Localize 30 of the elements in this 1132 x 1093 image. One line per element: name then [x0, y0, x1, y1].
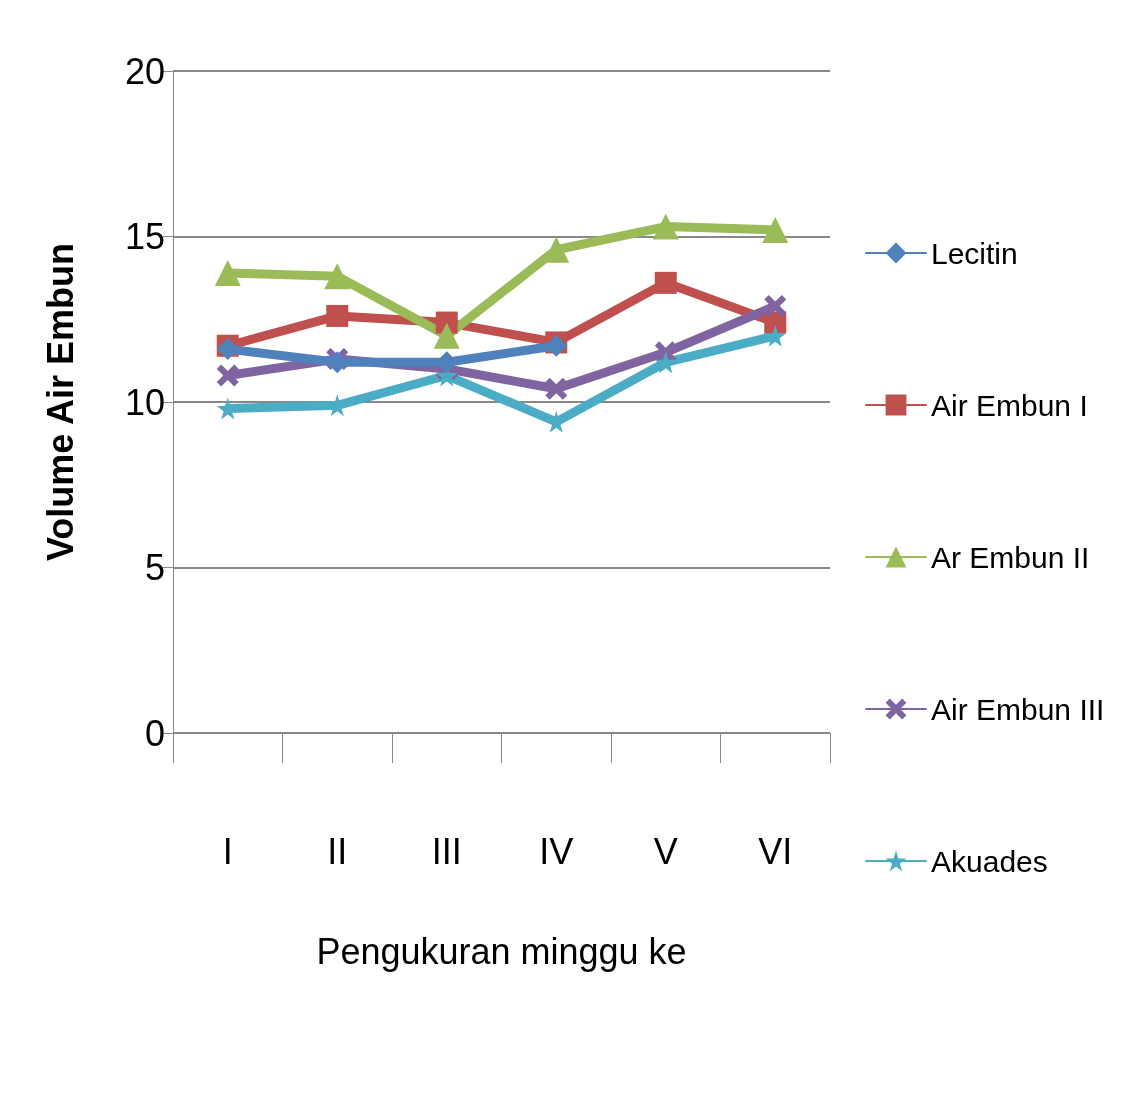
y-tick-label: 15 [124, 216, 165, 257]
point [654, 351, 677, 374]
y-axis-title: Volume Air Embun [39, 242, 81, 562]
x-tick-label: VI [758, 830, 793, 872]
y-tick-label: 5 [144, 547, 165, 588]
x-tick-label: I [222, 830, 233, 872]
legend-label: Air Embun I [931, 388, 1088, 422]
point [214, 259, 241, 286]
y-tick-label: 20 [124, 50, 165, 92]
point [433, 322, 460, 349]
point [764, 295, 787, 318]
legend-label: Akuades [931, 844, 1048, 878]
x-tick-label: III [431, 830, 462, 872]
x-tick-label: V [653, 830, 678, 872]
legend-label: Air Embun III [931, 692, 1105, 726]
x-tick-label: II [327, 830, 348, 872]
legend-label: Ar Embun II [931, 540, 1090, 574]
point [216, 364, 239, 387]
point [762, 216, 789, 243]
legend-label: Lecitin [931, 236, 1018, 270]
point [654, 271, 677, 294]
point [326, 304, 349, 327]
point [545, 377, 568, 400]
y-tick-label: 10 [124, 381, 165, 423]
point [324, 263, 351, 290]
x-tick-label: IV [539, 830, 574, 872]
point [764, 324, 787, 347]
x-axis-title: Pengukuran minggu ke [316, 930, 687, 972]
y-tick-label: 0 [144, 712, 165, 754]
point [652, 213, 679, 240]
